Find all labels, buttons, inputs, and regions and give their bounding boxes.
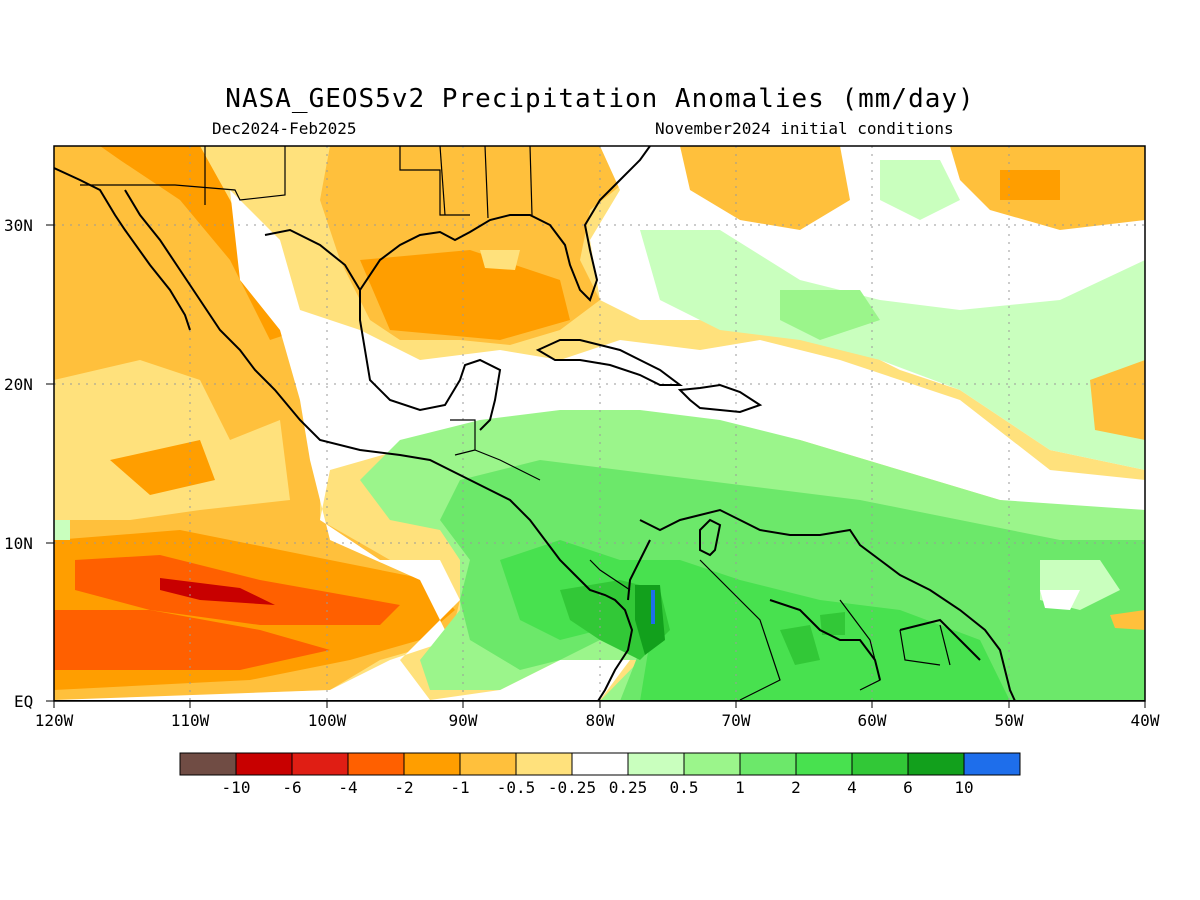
- colorbar-tick-label: -4: [338, 778, 357, 797]
- colorbar-swatch: [403, 752, 461, 776]
- colorbar-swatch: [739, 752, 797, 776]
- graticule: [54, 146, 1145, 701]
- colorbar-tick-label: 6: [903, 778, 913, 797]
- political-borders: [80, 146, 951, 701]
- anomaly-shading: [54, 146, 1145, 701]
- colorbar-swatch: [795, 752, 853, 776]
- colorbar-tick-label: -1: [450, 778, 469, 797]
- colorbar-tick-label: -6: [282, 778, 301, 797]
- colorbar-swatch: [907, 752, 965, 776]
- lat-label: 10N: [4, 534, 33, 553]
- colorbar-swatch: [571, 752, 629, 776]
- forecast-period: Dec2024-Feb2025: [212, 119, 357, 138]
- lon-label: 50W: [995, 711, 1024, 730]
- lat-label: 30N: [4, 216, 33, 235]
- colorbar-swatch: [683, 752, 741, 776]
- lon-label: 100W: [308, 711, 347, 730]
- colorbar-swatch: [851, 752, 909, 776]
- colorbar-swatch: [291, 752, 349, 776]
- colorbar-tick-label: 10: [954, 778, 973, 797]
- colorbar-tick-label: 2: [791, 778, 801, 797]
- colorbar-tick-label: 0.25: [609, 778, 648, 797]
- lat-label: EQ: [14, 692, 33, 711]
- colorbar-swatch: [515, 752, 573, 776]
- colorbar-swatch: [963, 752, 1021, 776]
- lon-label: 120W: [35, 711, 74, 730]
- colorbar: -10 -6 -4 -2 -1 -0.5 -0.25 0.25 0.5 1 2 4 6 10: [179, 752, 1021, 797]
- colorbar-tick-label: -2: [394, 778, 413, 797]
- colorbar-tick-label: -0.25: [548, 778, 596, 797]
- lon-label: 60W: [858, 711, 887, 730]
- colorbar-swatch: [459, 752, 517, 776]
- lon-label: 90W: [449, 711, 478, 730]
- colorbar-swatch: [179, 752, 237, 776]
- colorbar-tick-label: -0.5: [497, 778, 536, 797]
- colorbar-swatch: [347, 752, 405, 776]
- lat-label: 20N: [4, 375, 33, 394]
- colorbar-swatch: [627, 752, 685, 776]
- colorbar-tick-label: -10: [222, 778, 251, 797]
- colorbar-tick-label: 0.5: [670, 778, 699, 797]
- initial-conditions: November2024 initial conditions: [655, 119, 954, 138]
- map-title: NASA_GEOS5v2 Precipitation Anomalies (mm…: [225, 84, 975, 114]
- colorbar-swatch: [235, 752, 293, 776]
- lon-label: 110W: [171, 711, 210, 730]
- lon-label: 70W: [722, 711, 751, 730]
- lon-label: 80W: [586, 711, 615, 730]
- colorbar-tick-label: 4: [847, 778, 857, 797]
- lon-label: 40W: [1131, 711, 1160, 730]
- colorbar-tick-label: 1: [735, 778, 745, 797]
